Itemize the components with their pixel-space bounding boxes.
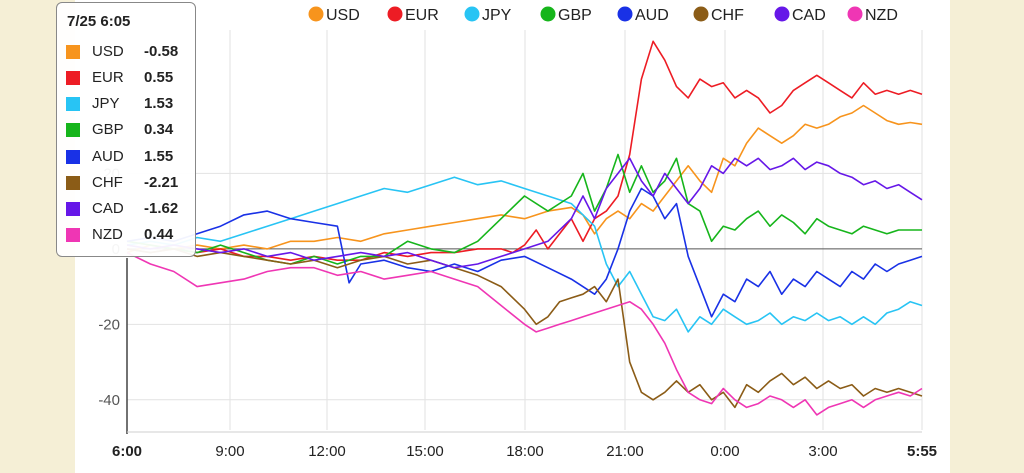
series-line-jpy [126,176,923,333]
legend-label-nzd: NZD [865,7,898,24]
tooltip-code: CAD [92,200,124,217]
tooltip-code: AUD [92,148,124,165]
tooltip-value: -0.58 [144,43,179,60]
tooltip-code: GBP [92,121,124,138]
legend-marker-jpy [464,6,480,22]
crosshair-tooltip: 7/25 6:05 USD -0.58 EUR 0.55 JPY 1.53 GB… [56,2,196,257]
legend-marker-cad [774,6,790,22]
tooltip-value: -1.62 [144,200,179,217]
y-tick-label: -40 [98,392,120,409]
legend-label-chf: CHF [711,7,744,24]
tooltip-value: 1.53 [144,95,174,112]
nzd-swatch [66,228,80,242]
x-tick-label: 21:00 [606,443,644,460]
tooltip-value: 0.34 [144,121,174,138]
legend-label-cad: CAD [792,7,826,24]
tooltip-code: USD [92,43,124,60]
series-line-cad [126,157,923,269]
tooltip-row-cad: CAD -1.62 [66,200,194,220]
legend-label-jpy: JPY [482,7,512,24]
x-tick-label: 3:00 [808,443,837,460]
tooltip-row-gbp: GBP 0.34 [66,121,194,141]
tooltip-time: 7/25 6:05 [67,13,131,30]
tooltip-code: CHF [92,174,123,191]
tooltip-value: -2.21 [144,174,179,191]
x-tick-label: 9:00 [215,443,244,460]
legend-marker-chf [693,6,709,22]
tooltip-code: EUR [92,69,124,86]
eur-swatch [66,71,80,85]
tooltip-row-chf: CHF -2.21 [66,174,194,194]
legend-marker-usd [308,6,324,22]
legend-label-eur: EUR [405,7,439,24]
tooltip-row-eur: EUR 0.55 [66,69,194,89]
series-line-eur [126,40,923,261]
series-line-nzd [126,251,923,416]
tooltip-value: 0.44 [144,226,174,243]
x-tick-label: 18:00 [506,443,544,460]
jpy-swatch [66,97,80,111]
series-line-chf [126,248,923,409]
legend-marker-eur [387,6,403,22]
legend-marker-aud [617,6,633,22]
tooltip-row-jpy: JPY 1.53 [66,95,194,115]
usd-swatch [66,45,80,59]
gbp-swatch [66,123,80,137]
tooltip-row-nzd: NZD 0.44 [66,226,194,246]
aud-swatch [66,150,80,164]
tooltip-value: 0.55 [144,69,174,86]
x-tick-label: 5:55 [907,443,937,460]
series-line-gbp [126,153,922,265]
x-tick-label: 6:00 [112,443,142,460]
tooltip-row-aud: AUD 1.55 [66,148,194,168]
tooltip-value: 1.55 [144,148,174,165]
tooltip-row-usd: USD -0.58 [66,43,194,63]
legend-marker-gbp [540,6,556,22]
x-tick-label: 12:00 [308,443,346,460]
x-tick-label: 15:00 [406,443,444,460]
series-line-usd [126,104,923,254]
series-line-aud [126,187,923,318]
legend-label-gbp: GBP [558,7,592,24]
cad-swatch [66,202,80,216]
legend-label-usd: USD [326,7,360,24]
chf-swatch [66,176,80,190]
legend-label-aud: AUD [635,7,669,24]
x-tick-label: 0:00 [710,443,739,460]
legend-marker-nzd [847,6,863,22]
tooltip-code: JPY [92,95,120,112]
chart-panel [75,0,950,473]
tooltip-code: NZD [92,226,123,243]
y-tick-label: -20 [98,316,120,333]
